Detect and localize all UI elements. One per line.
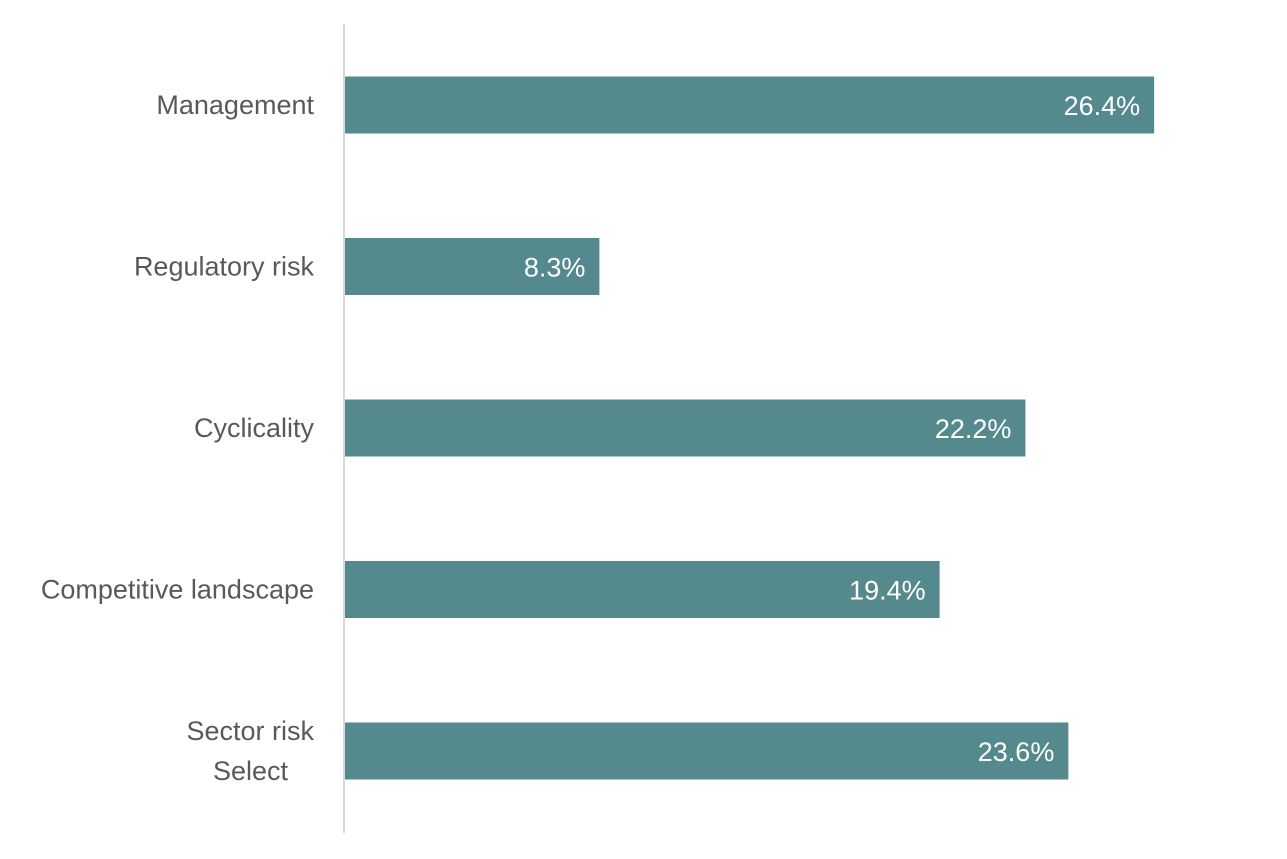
- category-label-2: Cyclicality: [194, 413, 315, 443]
- bar-4: [345, 722, 1069, 780]
- category-labels-group: Management Regulatory risk Cyclicality Comp…: [41, 90, 315, 786]
- data-label-4: 23.6%: [978, 737, 1055, 767]
- bar-0: [345, 76, 1155, 134]
- bars-group: [345, 76, 1155, 780]
- data-label-3: 19.4%: [849, 576, 926, 606]
- bar-1: [345, 238, 600, 295]
- data-label-2: 22.2%: [935, 414, 1012, 444]
- data-label-0: 26.4%: [1064, 91, 1141, 121]
- category-label-4: Sector risk Select: [186, 716, 314, 786]
- bar-3: [345, 561, 940, 618]
- bar-2: [345, 399, 1026, 457]
- category-label-3: Competitive landscape: [41, 575, 314, 605]
- category-label-1: Regulatory risk: [134, 252, 315, 282]
- data-labels-group: 26.4% 8.3% 22.2% 19.4% 23.6%: [524, 91, 1140, 767]
- category-label-0: Management: [156, 90, 314, 120]
- data-label-1: 8.3%: [524, 253, 586, 283]
